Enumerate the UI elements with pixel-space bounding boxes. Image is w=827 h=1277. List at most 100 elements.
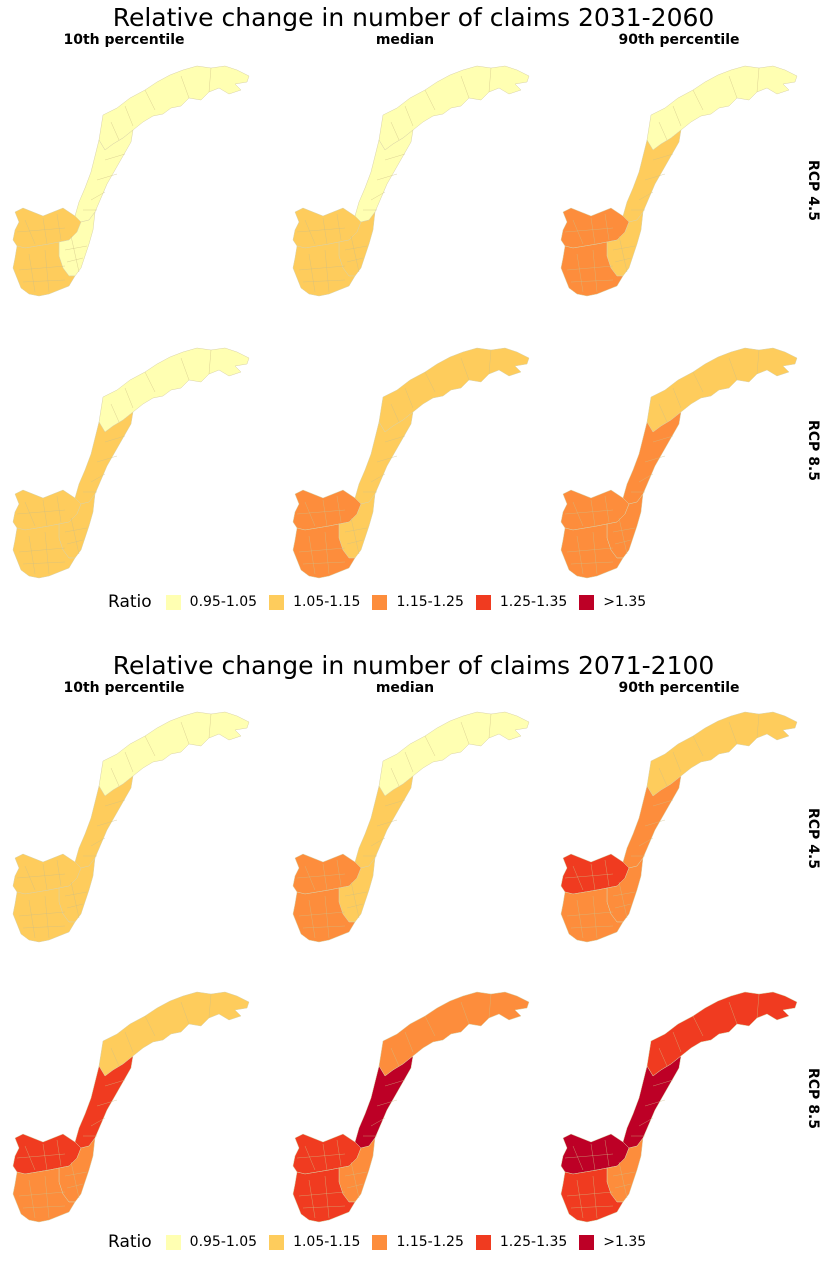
municipality-boundary: [104, 153, 126, 161]
municipality-boundary: [390, 403, 400, 423]
norway-map-10th-rcp45: [12, 711, 250, 943]
legend-label: 0.95-1.05: [189, 1234, 258, 1250]
municipality-boundary: [692, 89, 704, 111]
municipality-boundary: [350, 1161, 360, 1199]
municipality-boundary: [638, 837, 654, 847]
norway-map-median-rcp85: [292, 347, 530, 579]
row-label-rcp45: RCP 4.5: [805, 159, 821, 221]
norway-map-90th-rcp85: [560, 347, 798, 579]
legend: Ratio 0.95-1.05 1.05-1.15 1.15-1.25 1.25…: [108, 590, 658, 614]
figure-title: Relative change in number of claims 2031…: [112, 3, 715, 32]
municipality-boundary: [692, 371, 704, 393]
municipality-boundary: [144, 735, 156, 757]
municipality-boundary: [124, 105, 134, 127]
municipality-boundary: [66, 539, 84, 545]
region-north: [98, 711, 250, 797]
municipality-boundary: [22, 279, 66, 283]
legend-item: 1.15-1.25: [372, 594, 464, 610]
municipality-boundary: [344, 527, 368, 533]
municipality-boundary: [336, 495, 342, 523]
municipality-boundary: [64, 1171, 88, 1177]
municipality-boundary: [404, 751, 414, 773]
figure-2031-2060: Relative change in number of claims 2031…: [0, 0, 827, 629]
legend-swatch: [269, 594, 285, 610]
region-north: [378, 347, 530, 433]
municipality-boundary: [64, 527, 88, 533]
municipality-boundary: [110, 121, 120, 141]
municipality-boundary: [308, 1179, 316, 1219]
municipality-boundary: [298, 265, 346, 271]
region-south: [12, 523, 76, 579]
municipality-boundary: [590, 217, 596, 245]
municipality-boundary: [208, 993, 212, 1019]
region-north: [98, 991, 250, 1077]
region-north: [646, 991, 798, 1077]
municipality-boundary: [564, 873, 614, 879]
municipality-boundary: [64, 245, 88, 251]
municipality-boundary: [564, 1153, 614, 1159]
municipality-boundary: [18, 1191, 66, 1197]
municipality-boundary: [618, 235, 628, 273]
municipality-boundary: [672, 751, 682, 773]
row-label-rcp85: RCP 8.5: [805, 1067, 821, 1129]
municipality-boundary: [124, 751, 134, 773]
region-mid: [74, 129, 134, 223]
municipality-boundary: [604, 495, 610, 523]
municipality-boundary: [614, 257, 632, 263]
legend-item: 1.25-1.35: [475, 1234, 567, 1250]
region-south: [12, 1167, 76, 1223]
municipality-boundary: [692, 1015, 704, 1037]
municipality-boundary: [424, 735, 436, 757]
municipality-boundary: [96, 455, 118, 463]
municipality-boundary: [576, 535, 584, 575]
municipality-boundary: [564, 227, 614, 233]
row-label-rcp85: RCP 8.5: [805, 419, 821, 481]
municipality-boundary: [22, 1205, 66, 1209]
municipality-boundary: [618, 1161, 628, 1199]
municipality-boundary: [672, 387, 682, 409]
municipality-boundary: [614, 539, 632, 545]
municipality-boundary: [346, 1183, 364, 1189]
legend-item: 1.15-1.25: [372, 1234, 464, 1250]
column-header-10th: 10th percentile: [63, 680, 185, 696]
municipality-boundary: [302, 1205, 346, 1209]
municipality-boundary: [592, 1175, 598, 1219]
municipality-boundary: [658, 403, 668, 423]
municipality-boundary: [572, 1145, 584, 1171]
municipality-boundary: [56, 495, 62, 523]
region-mid: [622, 129, 682, 223]
region-south: [12, 241, 76, 297]
region-mid: [74, 775, 134, 869]
norway-map-10th-rcp85: [12, 347, 250, 579]
municipality-boundary: [144, 89, 156, 111]
municipality-boundary: [576, 899, 584, 939]
municipality-boundary: [96, 819, 118, 827]
municipality-boundary: [488, 713, 492, 739]
region-south: [292, 1167, 356, 1223]
municipality-boundary: [370, 191, 386, 201]
municipality-boundary: [90, 191, 106, 201]
municipality-boundary: [344, 1171, 368, 1177]
municipality-boundary: [56, 213, 62, 241]
municipality-boundary: [16, 873, 66, 879]
municipality-boundary: [644, 455, 666, 463]
map-panel: [553, 986, 803, 1226]
municipality-boundary: [566, 265, 614, 271]
municipality-boundary: [384, 153, 406, 161]
municipality-boundary: [384, 1079, 406, 1087]
region-north: [646, 347, 798, 433]
municipality-boundary: [652, 1079, 674, 1087]
legend-label: 0.95-1.05: [189, 594, 258, 610]
municipality-boundary: [592, 531, 598, 575]
region-south: [560, 1167, 624, 1223]
municipality-boundary: [384, 799, 406, 807]
row-label-rcp45: RCP 4.5: [805, 807, 821, 869]
region-mid: [354, 1055, 414, 1149]
municipality-boundary: [566, 911, 614, 917]
municipality-boundary: [110, 1047, 120, 1067]
municipality-boundary: [322, 499, 328, 527]
municipality-boundary: [614, 903, 632, 909]
municipality-boundary: [208, 713, 212, 739]
municipality-boundary: [346, 257, 364, 263]
municipality-boundary: [576, 1179, 584, 1219]
